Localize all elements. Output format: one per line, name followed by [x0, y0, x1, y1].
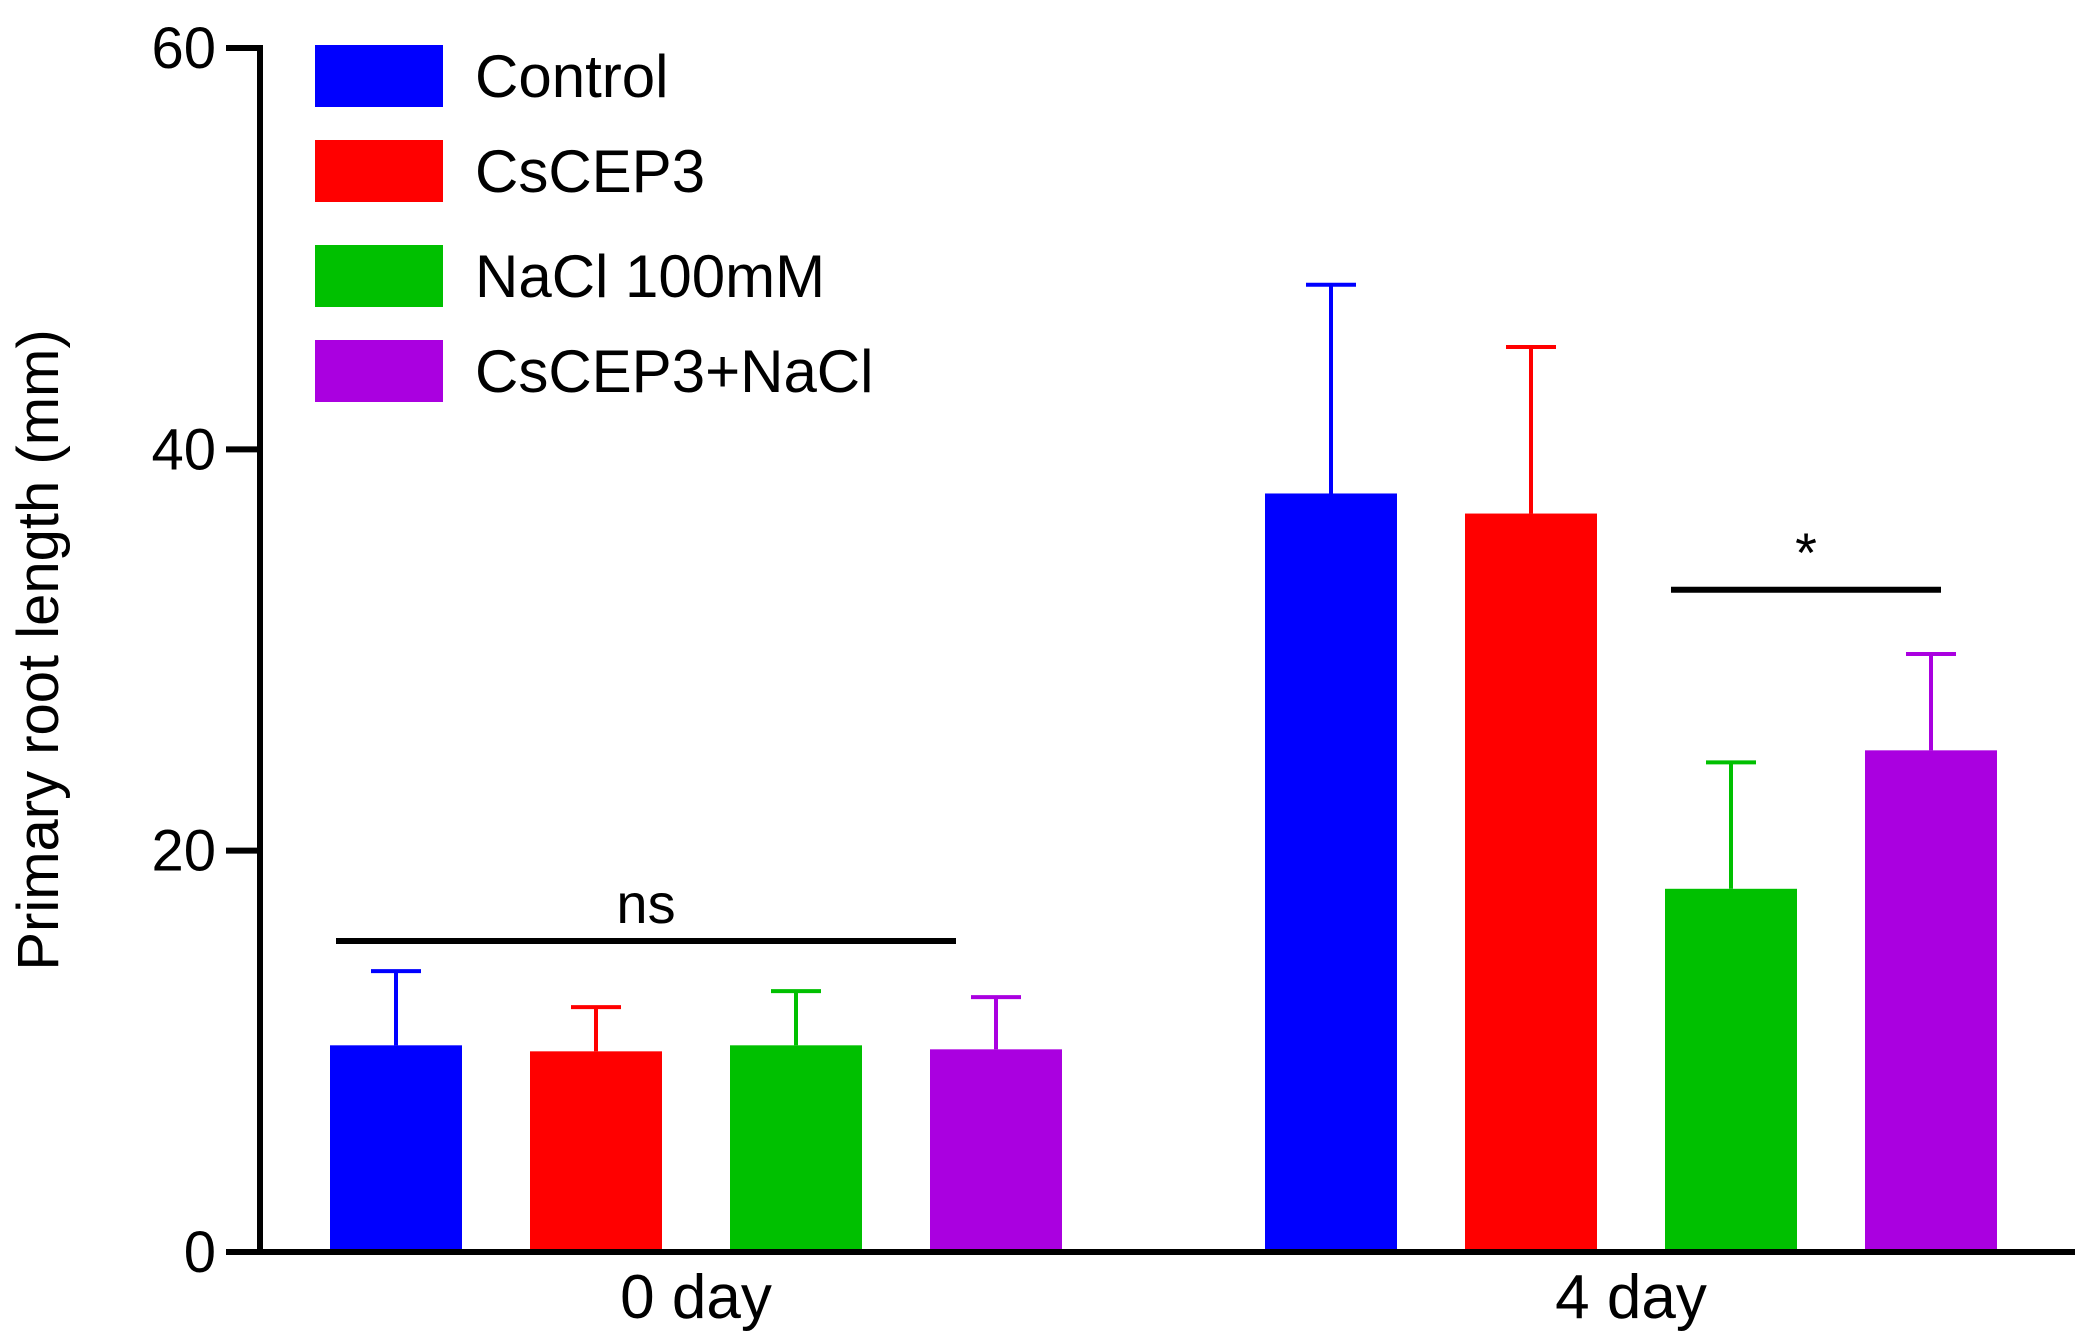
- bar-nacl-100mm-0-day: [730, 1045, 862, 1252]
- legend-label: CsCEP3: [475, 138, 705, 205]
- legend-swatch: [315, 245, 443, 307]
- x-category-label: 4 day: [1555, 1263, 1707, 1332]
- legend: Control CsCEP3 NaCl 100mM CsCEP3+NaCl: [315, 43, 873, 405]
- legend-swatch: [315, 45, 443, 107]
- y-tick-label: 0: [184, 1220, 216, 1285]
- y-axis-label: Primary root length (mm): [6, 329, 71, 970]
- significance-annotations: ns *: [336, 521, 1941, 944]
- bar-cscep3-0-day: [530, 1051, 662, 1252]
- x-category-label: 0 day: [620, 1263, 772, 1332]
- legend-label: NaCl 100mM: [475, 243, 825, 310]
- y-tick-label: 60: [151, 16, 216, 81]
- bar-cscep3-nacl-0-day: [930, 1049, 1062, 1252]
- bar-control-0-day: [330, 1045, 462, 1252]
- bar-control-4-day: [1265, 493, 1397, 1253]
- y-tick-label: 40: [151, 417, 216, 482]
- error-bars-layer: [371, 282, 1956, 1052]
- legend-label: Control: [475, 43, 668, 110]
- legend-label: CsCEP3+NaCl: [475, 338, 873, 405]
- bars-layer: [330, 493, 1997, 1253]
- y-tick-label: 20: [151, 819, 216, 884]
- legend-swatch: [315, 340, 443, 402]
- legend-swatch: [315, 140, 443, 202]
- significance-label: ns: [616, 872, 675, 935]
- x-category-labels: 0 day 4 day: [620, 1263, 1707, 1332]
- bar-nacl-100mm-4-day: [1665, 888, 1797, 1252]
- y-ticks: 0 20 40 60: [151, 16, 260, 1285]
- bar-cscep3-4-day: [1465, 513, 1597, 1252]
- axes: [257, 45, 2075, 1255]
- significance-label: *: [1795, 521, 1817, 584]
- bar-cscep3-nacl-4-day: [1865, 750, 1997, 1252]
